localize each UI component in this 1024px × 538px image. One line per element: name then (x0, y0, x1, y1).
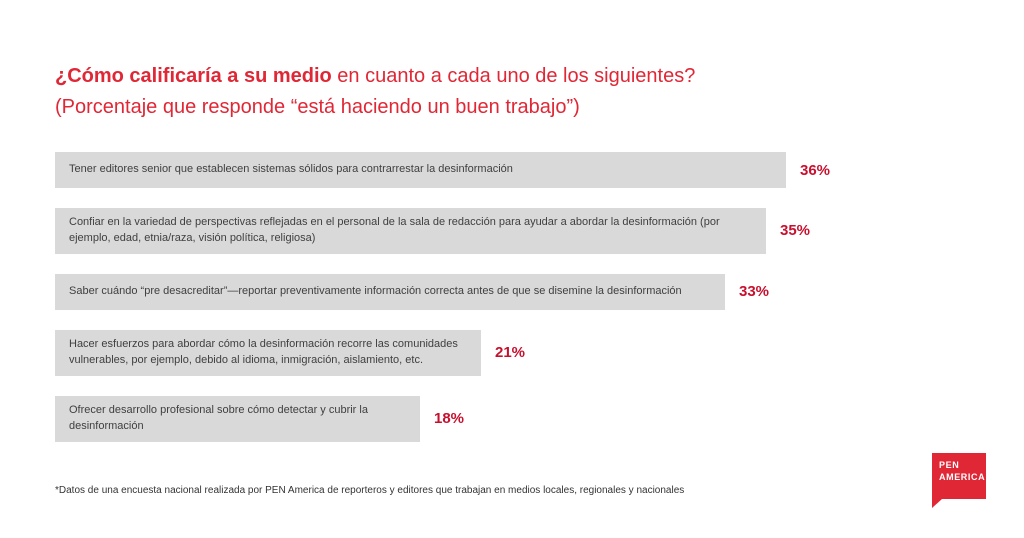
bar: Confiar en la variedad de perspectivas r… (55, 208, 766, 254)
bar-row: Hacer esfuerzos para abordar cómo la des… (55, 329, 1005, 376)
bar-label: Tener editores senior que establecen sis… (69, 163, 513, 176)
bar-label: Confiar en la variedad de perspectivas r… (69, 216, 720, 244)
pen-america-logo: PEN AMERICA (932, 453, 986, 508)
bar-chart: Tener editores senior que establecen sis… (55, 152, 1005, 462)
bar-value: 18% (434, 410, 465, 428)
bar-label: Saber cuándo “pre desacreditar”—reportar… (69, 284, 682, 297)
chart-title: ¿Cómo calificaría a su medio en cuanto a… (55, 60, 955, 92)
logo-line-2: AMERICA (939, 471, 986, 482)
bar: Saber cuándo “pre desacreditar”—reportar… (55, 273, 725, 310)
bar-value: 35% (780, 222, 811, 240)
chart-header: ¿Cómo calificaría a su medio en cuanto a… (55, 60, 955, 122)
bar-value: 36% (800, 161, 831, 179)
bar-row: Saber cuándo “pre desacreditar”—reportar… (55, 273, 1005, 310)
bar-value: 33% (739, 283, 770, 301)
bar: Tener editores senior que establecen sis… (55, 152, 786, 188)
bar: Hacer esfuerzos para abordar cómo la des… (55, 329, 481, 376)
bar-label: Hacer esfuerzos para abordar cómo la des… (69, 337, 458, 366)
bar-value: 21% (495, 344, 526, 362)
bar-row: Ofrecer desarrollo profesional sobre cóm… (55, 395, 1005, 442)
bar-row: Confiar en la variedad de perspectivas r… (55, 208, 1005, 254)
logo-line-1: PEN (939, 460, 960, 470)
chart-subtitle: (Porcentaje que responde “está haciendo … (55, 96, 580, 118)
footnote: *Datos de una encuesta nacional realizad… (55, 485, 685, 496)
chart-title-bold: ¿Cómo calificaría a su medio (55, 65, 332, 87)
bar: Ofrecer desarrollo profesional sobre cóm… (55, 395, 420, 442)
chart-title-rest: en cuanto a cada uno de los siguientes? (331, 65, 696, 87)
bar-label: Ofrecer desarrollo profesional sobre cóm… (69, 403, 368, 432)
bar-row: Tener editores senior que establecen sis… (55, 152, 1005, 188)
